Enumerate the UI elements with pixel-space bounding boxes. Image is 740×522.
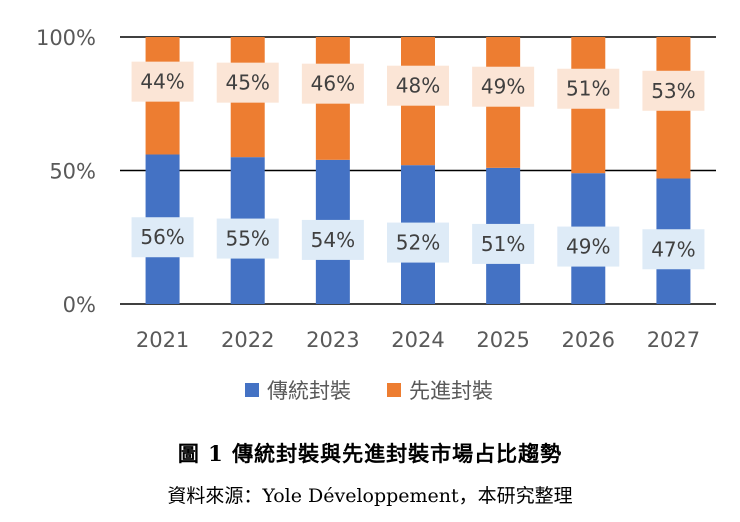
data-label-advanced-2027: 53% <box>651 79 695 103</box>
figure-caption-source: 資料來源：Yole Développement，本研究整理 <box>167 485 573 507</box>
data-label-advanced-2021: 44% <box>140 70 184 94</box>
label-box-advanced <box>472 66 535 107</box>
data-labels: 56% 44% 55% 45% 54% 46% 52% 48% 51% 49% 49% 51% 47% 5… <box>131 61 705 270</box>
data-label-traditional-2021: 56% <box>140 225 184 249</box>
x-tick-label-2022: 2022 <box>221 328 274 352</box>
data-label-advanced-2023: 46% <box>311 72 355 96</box>
legend-label-advanced: 先進封裝 <box>409 379 493 403</box>
label-box-traditional <box>472 223 535 264</box>
x-tick-label-2026: 2026 <box>562 328 615 352</box>
x-tick-label-2021: 2021 <box>136 328 189 352</box>
legend-label-traditional: 傳統封裝 <box>267 379 351 403</box>
data-label-advanced-2026: 51% <box>566 77 610 101</box>
label-box-traditional <box>387 222 449 263</box>
label-box-advanced <box>301 63 364 104</box>
x-axis: 2021 2022 2023 2024 2025 2026 2027 <box>136 328 700 352</box>
data-label-traditional-2027: 47% <box>651 237 695 261</box>
legend-swatch-traditional <box>245 383 259 397</box>
stacked-bar-chart: 56% 44% 55% 45% 54% 46% 52% 48% 51% 49% 49% 51% 47% 5… <box>36 26 716 403</box>
data-label-traditional-2022: 55% <box>225 227 269 251</box>
data-label-advanced-2024: 48% <box>396 74 440 98</box>
label-box-advanced <box>131 61 194 102</box>
x-tick-label-2025: 2025 <box>476 328 529 352</box>
y-tick-label: 0% <box>63 293 96 317</box>
data-label-traditional-2025: 51% <box>481 232 525 256</box>
y-tick-label: 50% <box>49 160 96 184</box>
label-box-advanced <box>387 65 449 106</box>
data-label-traditional-2026: 49% <box>566 235 610 259</box>
label-box-advanced <box>642 70 705 111</box>
data-label-traditional-2023: 54% <box>311 228 355 252</box>
legend: 傳統封裝 先進封裝 <box>245 379 493 403</box>
x-tick-label-2027: 2027 <box>647 328 700 352</box>
figure-caption-title: 圖 1 傳統封裝與先進封裝市場占比趨勢 <box>177 441 563 466</box>
x-tick-label-2023: 2023 <box>306 328 359 352</box>
data-label-traditional-2024: 52% <box>396 231 440 255</box>
y-tick-label: 100% <box>36 26 96 50</box>
data-label-advanced-2022: 45% <box>225 71 269 95</box>
label-box-advanced <box>557 68 620 109</box>
x-tick-label-2024: 2024 <box>391 328 444 352</box>
label-box-traditional <box>216 218 279 259</box>
legend-swatch-advanced <box>387 383 401 397</box>
label-box-advanced <box>216 62 279 103</box>
data-label-advanced-2025: 49% <box>481 75 525 99</box>
label-box-traditional <box>131 217 194 258</box>
label-box-traditional <box>557 226 620 267</box>
label-box-traditional <box>642 229 705 270</box>
y-axis: 0% 50% 100% <box>36 26 96 317</box>
label-box-traditional <box>301 219 364 260</box>
